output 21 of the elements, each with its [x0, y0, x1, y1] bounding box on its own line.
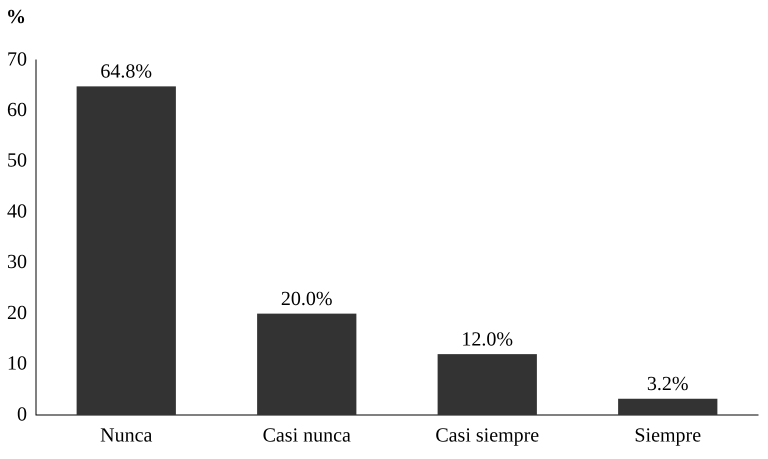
bar	[618, 398, 718, 415]
y-tick-label: 60	[7, 98, 27, 121]
data-label: 64.8%	[100, 60, 152, 83]
x-tick-label: Siempre	[634, 424, 702, 446]
data-label: 3.2%	[646, 373, 689, 396]
data-label: 20.0%	[280, 288, 333, 310]
y-axis-title: %	[6, 6, 26, 28]
x-tick-label: Casi nunca	[262, 424, 352, 446]
data-label: 12.0%	[461, 328, 514, 350]
x-tick-label: Casi siempre	[435, 424, 540, 446]
x-tick-label: Nunca	[100, 424, 152, 446]
y-tick-label: 0	[17, 403, 27, 426]
y-tick-label: 50	[7, 150, 27, 172]
bar	[438, 354, 537, 415]
y-tick-label: 70	[7, 48, 27, 70]
y-tick-label: 40	[7, 200, 27, 222]
y-tick-label: 20	[7, 302, 27, 324]
bar	[257, 314, 356, 415]
bar	[76, 86, 176, 415]
y-tick-label: 30	[7, 251, 27, 274]
y-tick-label: 10	[7, 352, 27, 375]
